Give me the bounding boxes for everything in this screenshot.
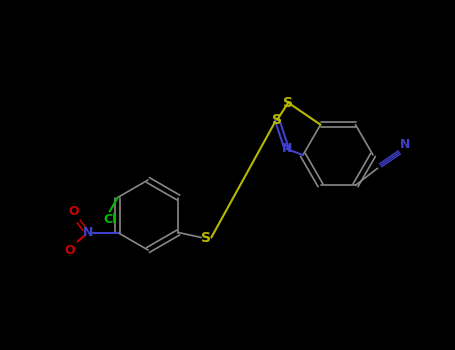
Text: Cl: Cl	[103, 213, 116, 226]
Text: N: N	[400, 138, 411, 151]
Text: S: S	[272, 113, 282, 127]
Text: O: O	[68, 205, 79, 218]
Text: N: N	[282, 142, 292, 155]
Text: S: S	[283, 96, 293, 110]
Text: S: S	[201, 231, 211, 245]
Text: N: N	[82, 226, 93, 239]
Text: O: O	[64, 244, 75, 257]
